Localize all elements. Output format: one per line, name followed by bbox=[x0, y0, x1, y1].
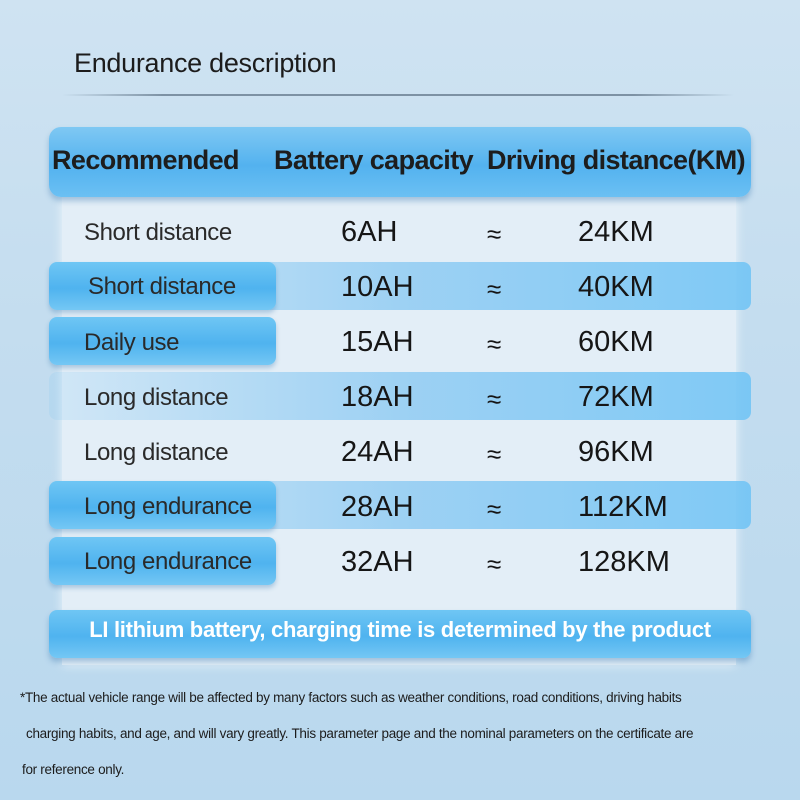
row-distance: 112KM bbox=[578, 491, 668, 523]
row-use: Long distance bbox=[84, 439, 229, 466]
approx-symbol: ≈ bbox=[487, 329, 502, 359]
row-pill bbox=[49, 481, 276, 529]
row-capacity: 24AH bbox=[341, 436, 414, 468]
disclaimer-line: for reference only. bbox=[22, 762, 125, 777]
row-use: Long endurance bbox=[84, 493, 252, 520]
row-capacity: 6AH bbox=[341, 216, 398, 248]
row-capacity: 15AH bbox=[341, 326, 414, 358]
row-use: Long endurance bbox=[84, 548, 252, 575]
row-pill bbox=[49, 317, 276, 365]
row-use: Short distance bbox=[88, 273, 236, 300]
header-driving-distance: Driving distance(KM) bbox=[487, 145, 746, 175]
approx-symbol: ≈ bbox=[487, 384, 502, 414]
approx-symbol: ≈ bbox=[487, 274, 502, 304]
row-pill bbox=[49, 537, 276, 585]
disclaimer-line: *The actual vehicle range will be affect… bbox=[20, 690, 682, 705]
row-distance: 72KM bbox=[578, 381, 654, 413]
row-capacity: 18AH bbox=[341, 381, 414, 413]
title-divider bbox=[62, 94, 734, 96]
footer-text: LI lithium battery, charging time is det… bbox=[89, 617, 711, 642]
row-distance: 24KM bbox=[578, 216, 654, 248]
approx-symbol: ≈ bbox=[487, 219, 502, 249]
approx-symbol: ≈ bbox=[487, 549, 502, 579]
row-use: Daily use bbox=[84, 329, 180, 356]
table-footer bbox=[49, 610, 751, 658]
row-distance: 40KM bbox=[578, 271, 654, 303]
row-use: Long distance bbox=[84, 384, 229, 411]
row-pill bbox=[49, 262, 276, 310]
disclaimer-line: charging habits, and age, and will vary … bbox=[26, 726, 694, 741]
approx-symbol: ≈ bbox=[487, 439, 502, 469]
approx-symbol: ≈ bbox=[487, 494, 502, 524]
row-band bbox=[49, 372, 751, 420]
table-header bbox=[49, 127, 751, 197]
row-use: Short distance bbox=[84, 219, 232, 246]
row-capacity: 28AH bbox=[341, 491, 414, 523]
row-capacity: 10AH bbox=[341, 271, 414, 303]
header-recommended: Recommended bbox=[52, 145, 240, 175]
row-distance: 128KM bbox=[578, 546, 670, 578]
row-capacity: 32AH bbox=[341, 546, 414, 578]
page-title: Endurance description bbox=[74, 48, 337, 78]
row-distance: 60KM bbox=[578, 326, 654, 358]
header-battery-capacity: Battery capacity bbox=[274, 145, 474, 175]
row-distance: 96KM bbox=[578, 436, 654, 468]
